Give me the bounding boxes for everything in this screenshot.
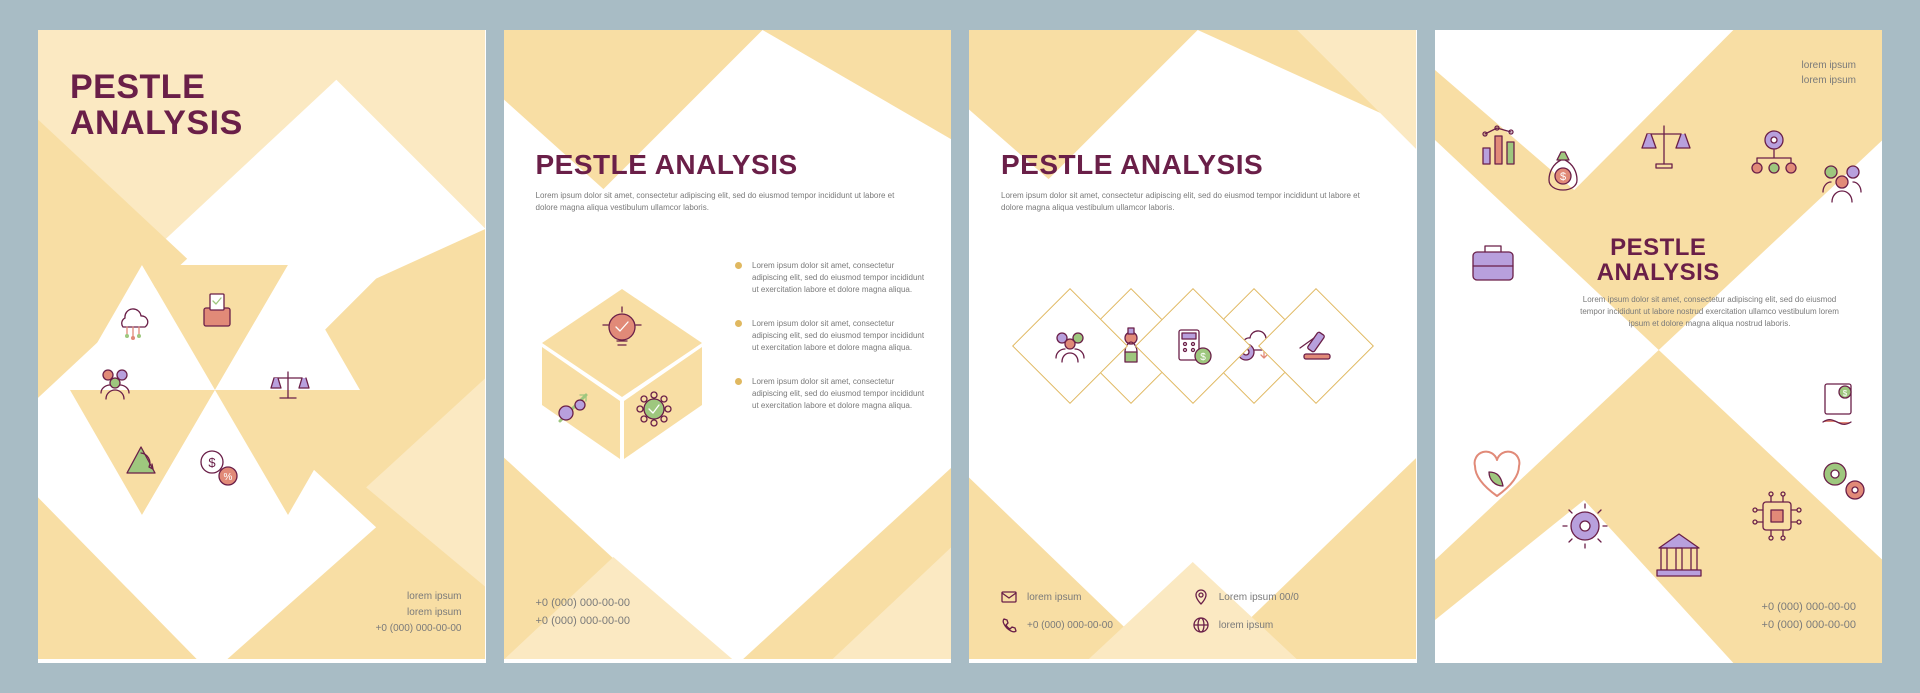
svg-text:$: $ — [1200, 352, 1206, 363]
panel3-subtitle: Lorem ipsum dolor sit amet, consectetur … — [1001, 190, 1361, 214]
panel4-phones: +0 (000) 000-00-00 +0 (000) 000-00-00 — [1762, 598, 1856, 635]
team-icon — [1050, 326, 1090, 366]
people-group-icon — [1815, 160, 1873, 218]
panel1-footer: lorem ipsum lorem ipsum +0 (000) 000-00-… — [376, 589, 462, 637]
brochure-panel-1: PESTLE ANALYSIS — [38, 30, 486, 663]
pin-icon — [1193, 589, 1209, 605]
contact-email: lorem ipsum — [1001, 589, 1193, 605]
panel4-tag: lorem ipsum lorem ipsum — [1802, 58, 1856, 88]
panel3-title: PESTLE ANALYSIS — [1001, 150, 1263, 179]
contact-address: Lorem ipsum 00/0 — [1193, 589, 1385, 605]
svg-text:$: $ — [1842, 389, 1847, 398]
panel1-icon-grid: $ % — [70, 260, 360, 570]
t: lorem ipsum — [376, 589, 462, 605]
panel3-contacts: lorem ipsum Lorem ipsum 00/0 +0 (000) 00… — [1001, 589, 1385, 633]
phone-icon — [1001, 617, 1017, 633]
chip-icon — [1751, 490, 1809, 548]
gears-duo-icon — [1817, 456, 1875, 514]
balance-icon — [1635, 120, 1693, 178]
org-gear-icon — [1745, 126, 1803, 184]
t: Lorem ipsum dolor sit amet, consectetur … — [752, 318, 925, 354]
t: +0 (000) 000-00-00 — [1027, 620, 1113, 631]
gear-icon — [1559, 500, 1617, 558]
t: lorem ipsum — [1219, 620, 1273, 631]
panel2-subtitle: Lorem ipsum dolor sit amet, consectetur … — [536, 190, 896, 214]
brochure-panel-4: lorem ipsum lorem ipsum PESTLE ANALYSIS … — [1435, 30, 1883, 663]
money-bag-icon: $ — [1543, 146, 1601, 204]
t: +0 (000) 000-00-00 — [1762, 616, 1856, 635]
t: +0 (000) 000-00-00 — [536, 612, 630, 631]
mail-icon — [1001, 589, 1017, 605]
panel3-diamond-grid: $ — [1013, 305, 1373, 525]
t: lorem ipsum — [1802, 73, 1856, 88]
bullet-item: Lorem ipsum dolor sit amet, consectetur … — [735, 318, 925, 354]
bullet-dot-icon — [735, 262, 742, 269]
panel2-icon-cluster — [532, 283, 712, 463]
contact-web: lorem ipsum — [1193, 617, 1385, 633]
briefcase-icon — [1467, 236, 1525, 294]
t: lorem ipsum — [1027, 592, 1081, 603]
t: PESTLE — [70, 68, 205, 106]
svg-text:%: % — [224, 472, 233, 483]
bullet-item: Lorem ipsum dolor sit amet, consectetur … — [735, 260, 925, 296]
panel1-title: PESTLE ANALYSIS — [70, 70, 243, 141]
t: PESTLE — [1610, 234, 1706, 261]
t: +0 (000) 000-00-00 — [1762, 598, 1856, 617]
panel2-title: PESTLE ANALYSIS — [536, 150, 798, 179]
t: Lorem ipsum dolor sit amet, consectetur … — [752, 260, 925, 296]
bullet-item: Lorem ipsum dolor sit amet, consectetur … — [735, 376, 925, 412]
brochure-panel-3: PESTLE ANALYSIS Lorem ipsum dolor sit am… — [969, 30, 1417, 663]
t: +0 (000) 000-00-00 — [536, 594, 630, 613]
contact-phone: +0 (000) 000-00-00 — [1001, 617, 1193, 633]
t: Lorem ipsum dolor sit amet, consectetur … — [752, 376, 925, 412]
t: ANALYSIS — [1597, 259, 1720, 286]
handshake-doc-icon: $ — [1815, 380, 1873, 438]
bullet-dot-icon — [735, 378, 742, 385]
brochure-panel-2: PESTLE ANALYSIS Lorem ipsum dolor sit am… — [504, 30, 952, 663]
t: Lorem ipsum 00/0 — [1219, 592, 1299, 603]
calculator-money-icon: $ — [1173, 326, 1213, 366]
svg-text:$: $ — [1559, 171, 1565, 183]
bars-chart-icon — [1475, 122, 1533, 180]
svg-text:$: $ — [208, 455, 216, 470]
t: lorem ipsum — [376, 605, 462, 621]
panel2-phones: +0 (000) 000-00-00 +0 (000) 000-00-00 — [536, 594, 630, 631]
panel4-subtitle: Lorem ipsum dolor sit amet, consectetur … — [1575, 294, 1845, 330]
bank-icon — [1653, 530, 1711, 588]
globe-icon — [1193, 617, 1209, 633]
bullet-dot-icon — [735, 320, 742, 327]
t: +0 (000) 000-00-00 — [376, 621, 462, 637]
t: lorem ipsum — [1802, 58, 1856, 73]
panel2-bullets: Lorem ipsum dolor sit amet, consectetur … — [735, 260, 925, 412]
t: ANALYSIS — [70, 104, 243, 142]
heart-leaf-icon — [1471, 450, 1529, 508]
gavel-icon — [1296, 326, 1336, 366]
